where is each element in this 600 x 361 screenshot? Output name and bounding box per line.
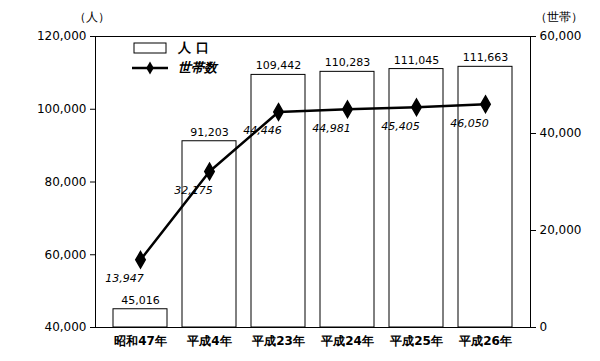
svg-text:110,283: 110,283	[325, 56, 371, 69]
svg-text:45,016: 45,016	[121, 294, 160, 307]
svg-text:45,405: 45,405	[381, 120, 420, 133]
svg-text:0: 0	[540, 320, 548, 334]
svg-text:44,981: 44,981	[312, 122, 351, 135]
svg-text:120,000: 120,000	[37, 29, 87, 43]
svg-text:111,663: 111,663	[463, 51, 509, 64]
svg-text:46,050: 46,050	[450, 117, 489, 130]
html-text:世帯数: 世帯数	[178, 60, 217, 75]
svg-text:40,000: 40,000	[45, 320, 87, 334]
html-text:人 口: 人 口	[178, 40, 209, 55]
svg-text:20,000: 20,000	[540, 223, 582, 237]
svg-text:平成26年: 平成26年	[458, 334, 512, 348]
svg-text:平成25年: 平成25年	[389, 334, 443, 348]
svg-text:44,446: 44,446	[243, 124, 282, 137]
svg-text:平成23年: 平成23年	[251, 334, 305, 348]
svg-text:91,203: 91,203	[190, 126, 229, 139]
svg-text:（人）: （人）	[74, 10, 110, 24]
svg-text:60,000: 60,000	[45, 248, 87, 262]
svg-text:80,000: 80,000	[45, 175, 87, 189]
svg-text:40,000: 40,000	[540, 126, 582, 140]
svg-text:60,000: 60,000	[540, 29, 582, 43]
svg-text:平成4年: 平成4年	[186, 334, 231, 348]
svg-text:13,947: 13,947	[105, 272, 144, 285]
svg-text:100,000: 100,000	[37, 102, 87, 116]
svg-text:平成24年: 平成24年	[320, 334, 374, 348]
svg-text:111,045: 111,045	[394, 54, 440, 67]
svg-text:（世帯）: （世帯）	[535, 10, 583, 24]
svg-text:109,442: 109,442	[256, 59, 302, 72]
svg-text:32,175: 32,175	[174, 184, 213, 197]
svg-text:昭和47年: 昭和47年	[114, 334, 167, 348]
